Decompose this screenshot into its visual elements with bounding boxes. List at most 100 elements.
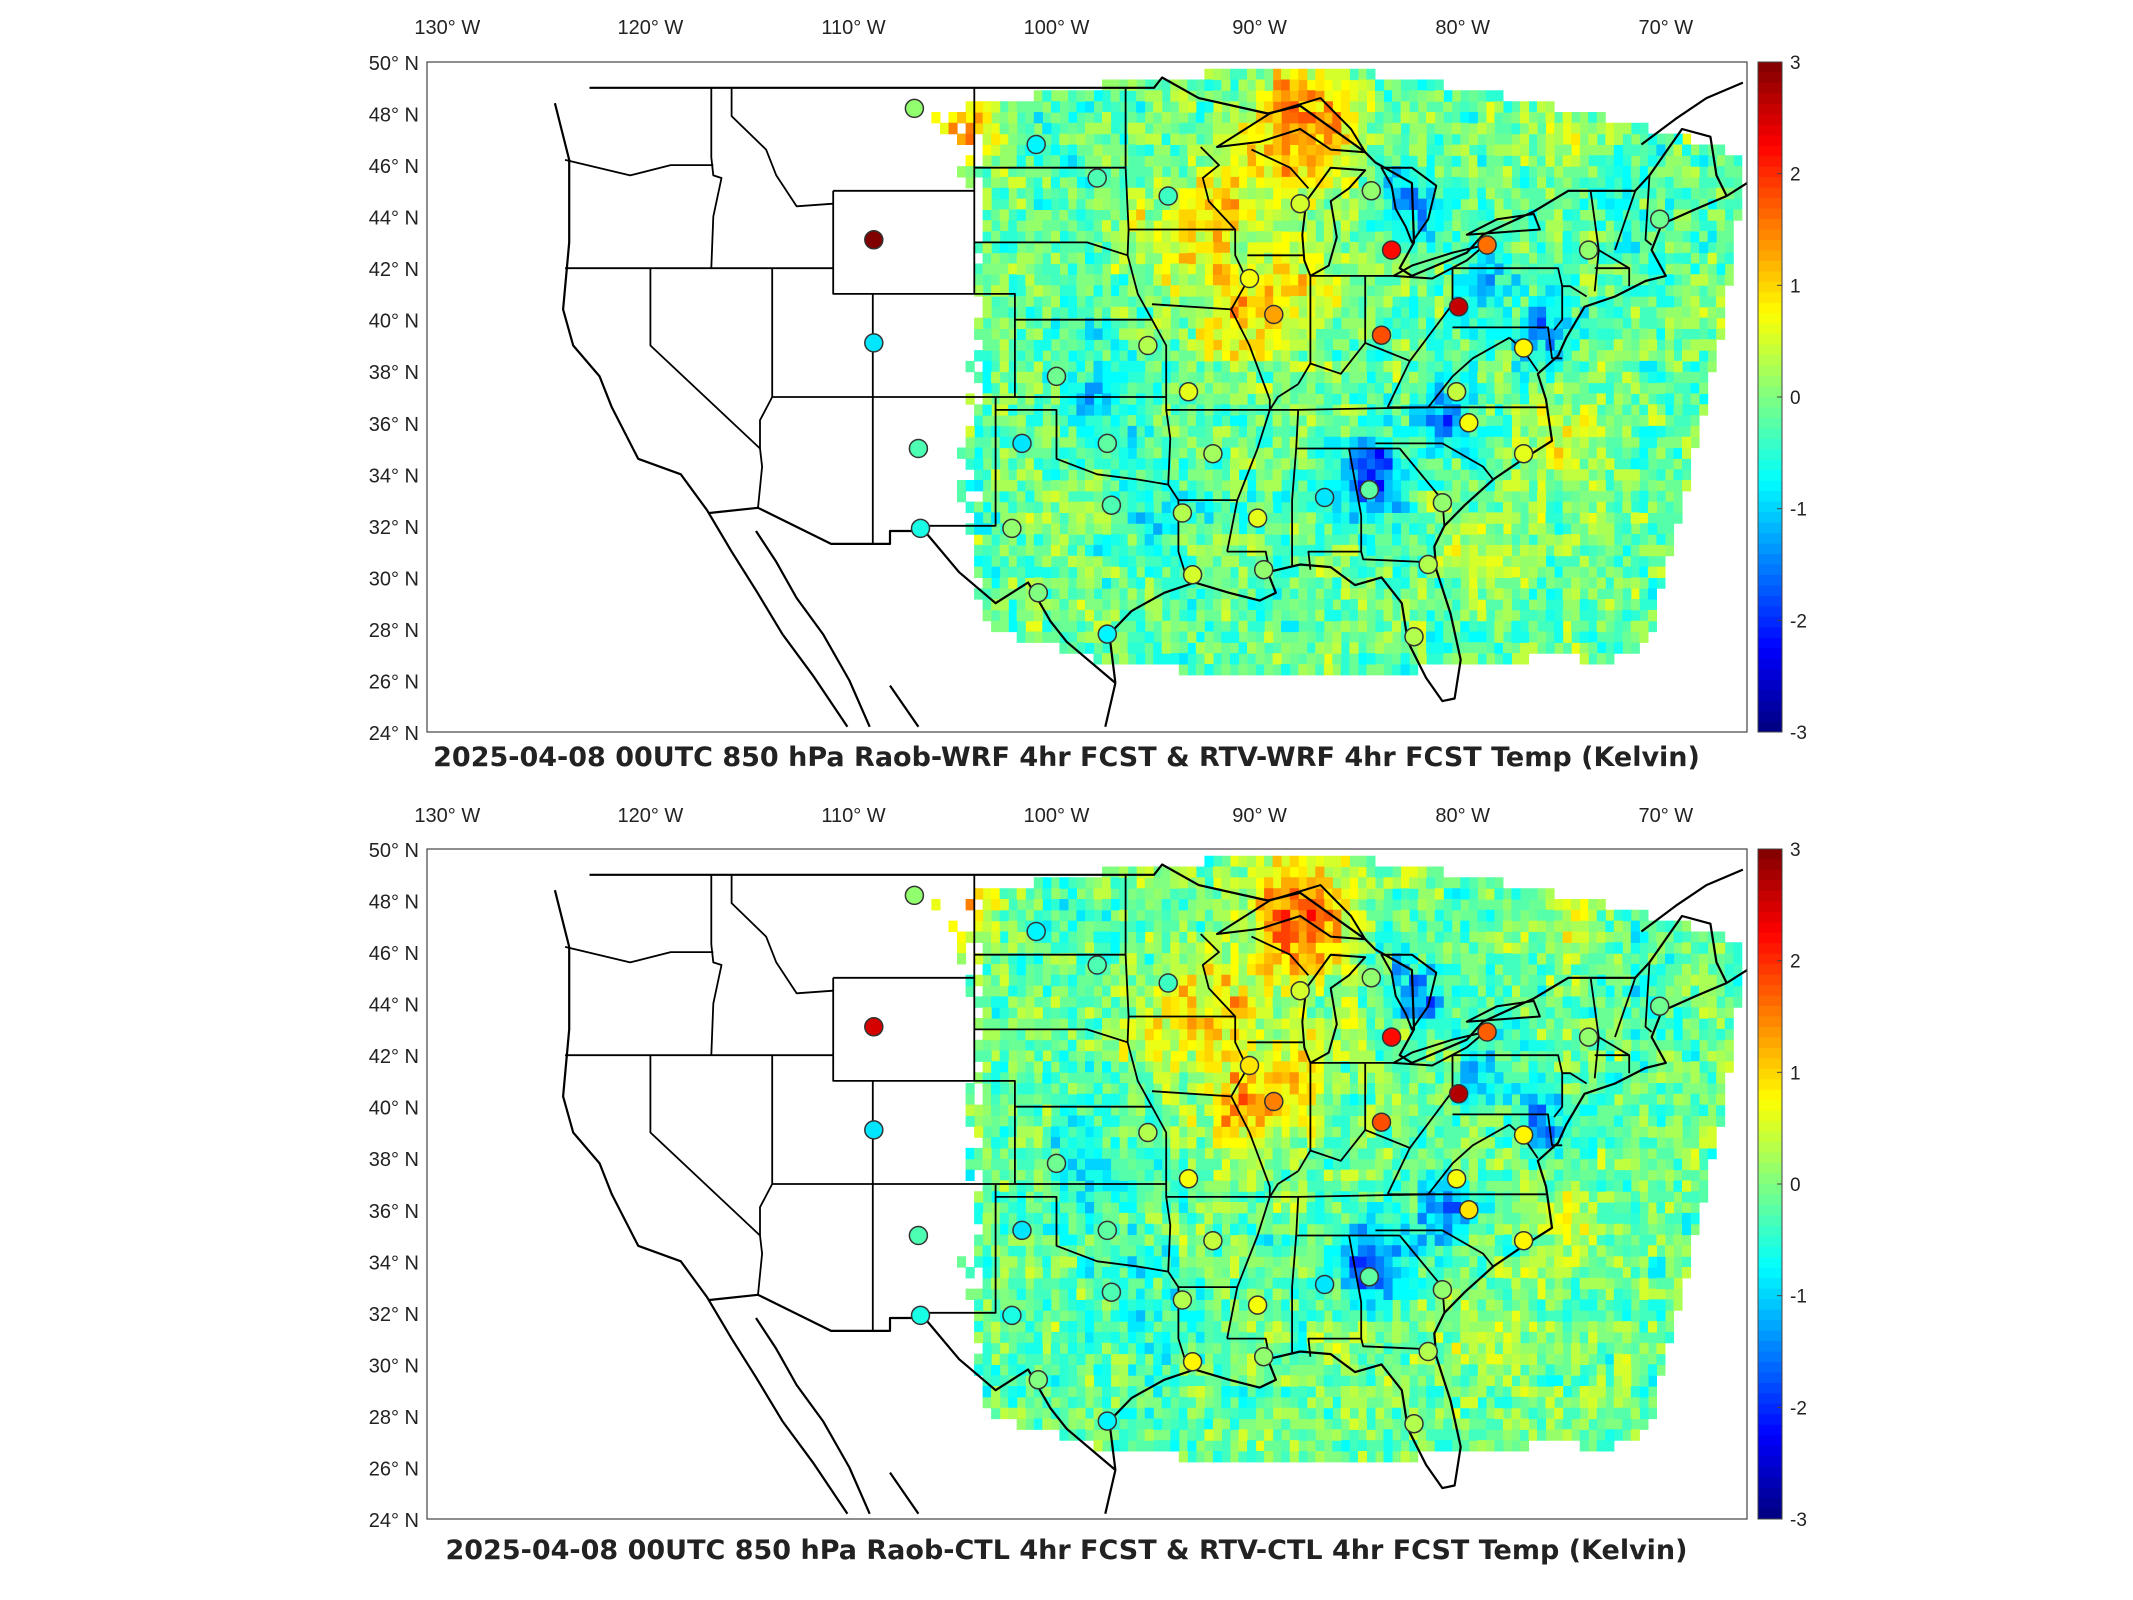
station-marker bbox=[910, 518, 931, 539]
coastline bbox=[709, 1293, 1117, 1471]
chart-title-ctl: 2025-04-08 00UTC 850 hPa Raob-CTL 4hr FC… bbox=[445, 1535, 1688, 1566]
state-border bbox=[1310, 275, 1367, 375]
station-marker bbox=[1290, 193, 1310, 214]
station-marker bbox=[1359, 480, 1380, 500]
state-border bbox=[1386, 1147, 1411, 1195]
station-marker bbox=[1513, 1230, 1534, 1251]
colorbar-tick-label: 3 bbox=[1790, 53, 1801, 74]
station-marker bbox=[1459, 1200, 1479, 1220]
station-marker bbox=[1203, 443, 1223, 464]
coastline bbox=[553, 889, 849, 1515]
station-marker bbox=[1239, 268, 1260, 289]
state-border bbox=[564, 946, 714, 964]
station-marker bbox=[1361, 181, 1382, 201]
lat-tick-label: 26° N bbox=[369, 672, 419, 694]
panel-ctl: 130° W 120° W 110° W 100° W 90° W 80° W 70° W 5… bbox=[0, 790, 2133, 1580]
state-border bbox=[1553, 1073, 1564, 1118]
station-marker bbox=[1381, 1027, 1402, 1047]
coastline bbox=[589, 76, 1728, 277]
lat-tick-label: 48° N bbox=[369, 105, 419, 127]
station-marker bbox=[1046, 366, 1067, 387]
lon-tick-label: 110° W bbox=[821, 805, 885, 827]
lat-tick-label: 30° N bbox=[369, 1355, 419, 1377]
great-lake bbox=[1465, 213, 1541, 236]
lat-tick-label: 42° N bbox=[369, 259, 419, 281]
state-border bbox=[1124, 87, 1236, 231]
panel-wrf: 130° W 120° W 110° W 100° W 90° W 80° W 70° W 5… bbox=[0, 0, 2133, 790]
state-border bbox=[974, 1028, 1128, 1044]
state-border bbox=[730, 87, 834, 208]
lat-tick-label: 28° N bbox=[369, 1407, 419, 1429]
colorbar: 3 2 1 0 -1 -2 -3 bbox=[1757, 53, 1807, 744]
colorbar: 3 2 1 0 -1 -2 -3 bbox=[1757, 840, 1807, 1531]
lat-tick-label: 46° N bbox=[369, 943, 419, 965]
lat-tick-label: 34° N bbox=[369, 1252, 419, 1274]
state-border bbox=[973, 87, 1016, 397]
station-marker bbox=[1247, 508, 1268, 528]
lat-tick-label: 26° N bbox=[369, 1459, 419, 1481]
state-border bbox=[1124, 874, 1236, 1018]
station-marker bbox=[910, 1305, 931, 1326]
station-marker bbox=[1178, 382, 1199, 402]
station-marker bbox=[1513, 443, 1534, 464]
raob-stations bbox=[864, 98, 1670, 647]
station-marker bbox=[864, 333, 884, 353]
station-marker bbox=[1264, 304, 1284, 325]
lat-tick-label: 38° N bbox=[369, 362, 419, 384]
lat-tick-label: 36° N bbox=[369, 414, 419, 436]
state-border bbox=[710, 874, 723, 1056]
state-border bbox=[1200, 146, 1271, 552]
station-marker bbox=[1002, 518, 1022, 539]
colorbar-tick-label: 1 bbox=[1790, 1063, 1801, 1084]
state-border bbox=[1310, 1062, 1367, 1162]
lat-tick-label: 32° N bbox=[369, 517, 419, 539]
station-marker bbox=[1087, 168, 1107, 188]
lat-tick-label: 28° N bbox=[369, 620, 419, 642]
lon-tick-label: 100° W bbox=[1024, 805, 1090, 827]
station-marker bbox=[1404, 626, 1424, 647]
great-lake bbox=[1216, 97, 1367, 154]
lat-tick-label: 30° N bbox=[369, 568, 419, 590]
state-border bbox=[730, 874, 834, 995]
great-lake bbox=[1216, 884, 1367, 941]
station-marker bbox=[1359, 1267, 1380, 1287]
coastline bbox=[889, 684, 920, 728]
state-border bbox=[1151, 1090, 1232, 1098]
station-marker bbox=[1101, 495, 1122, 515]
station-marker bbox=[1087, 955, 1107, 975]
state-border bbox=[1387, 336, 1510, 409]
colorbar-tick-label: 2 bbox=[1790, 952, 1801, 973]
station-marker bbox=[904, 98, 925, 119]
coastline bbox=[1104, 682, 1117, 728]
station-marker bbox=[1477, 1022, 1497, 1042]
state-border bbox=[1251, 935, 1310, 976]
state-border bbox=[974, 241, 1128, 257]
state-border bbox=[1614, 977, 1637, 1038]
colorbar-tick-label: -2 bbox=[1790, 1398, 1807, 1419]
station-marker bbox=[1097, 1411, 1118, 1431]
state-border bbox=[1269, 383, 1299, 411]
colorbar-tick-label: 0 bbox=[1790, 1175, 1801, 1196]
station-marker bbox=[1578, 1027, 1599, 1047]
station-marker bbox=[1314, 1274, 1335, 1295]
station-marker bbox=[1448, 297, 1469, 317]
station-marker bbox=[1178, 1169, 1199, 1189]
station-marker bbox=[1026, 921, 1046, 942]
station-marker bbox=[1158, 186, 1178, 206]
state-border bbox=[757, 1055, 774, 1295]
station-marker bbox=[1026, 134, 1046, 155]
station-marker bbox=[1371, 1112, 1392, 1132]
state-border bbox=[973, 874, 1016, 1184]
lat-tick-label: 24° N bbox=[369, 1510, 419, 1532]
coastline bbox=[589, 863, 1728, 1064]
lat-tick-label: 42° N bbox=[369, 1046, 419, 1068]
station-marker bbox=[1239, 1055, 1260, 1076]
station-marker bbox=[864, 1120, 884, 1140]
colorbar-tick-label: -1 bbox=[1790, 500, 1807, 521]
coastline bbox=[1108, 194, 1728, 703]
station-marker bbox=[1182, 565, 1203, 585]
state-border bbox=[922, 1196, 997, 1314]
state-border bbox=[710, 87, 723, 269]
lat-tick-label: 36° N bbox=[369, 1201, 419, 1223]
state-border bbox=[757, 268, 774, 508]
